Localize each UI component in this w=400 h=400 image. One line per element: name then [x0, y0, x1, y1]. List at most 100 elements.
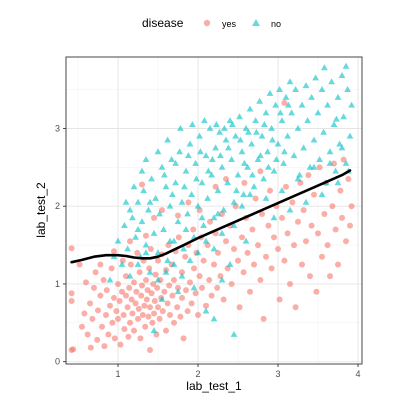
data-point-no	[106, 276, 114, 283]
data-point-no	[261, 121, 268, 128]
data-point-yes	[239, 234, 245, 241]
data-point-yes	[81, 310, 88, 317]
data-point-yes	[126, 284, 133, 291]
data-point-yes	[319, 253, 325, 260]
data-point-yes	[141, 302, 148, 309]
data-point-no	[132, 233, 139, 240]
data-point-yes	[76, 261, 83, 268]
data-point-no	[294, 175, 302, 182]
data-point-no	[246, 105, 254, 112]
data-point-no	[162, 183, 170, 190]
data-point-no	[302, 198, 310, 205]
data-point-yes	[192, 290, 199, 297]
data-point-no	[300, 144, 307, 151]
x-axis: 1 2 3 4	[115, 364, 361, 379]
data-point-yes	[223, 238, 229, 245]
data-point-no	[236, 113, 243, 120]
data-point-yes	[241, 179, 248, 186]
data-point-yes	[327, 273, 333, 280]
data-point-yes	[236, 304, 243, 311]
data-point-no	[249, 171, 256, 178]
data-point-yes	[143, 296, 150, 303]
data-point-no	[126, 206, 134, 213]
data-point-yes	[68, 290, 75, 297]
data-point-yes	[329, 203, 336, 210]
data-point-yes	[265, 222, 272, 229]
data-point-no	[274, 140, 282, 147]
data-point-no	[154, 148, 162, 155]
data-point-yes	[156, 315, 163, 322]
data-point-yes	[134, 249, 141, 256]
data-point-no	[138, 167, 146, 174]
data-point-no	[302, 82, 310, 89]
data-point-yes	[127, 238, 133, 245]
data-point-yes	[87, 344, 94, 351]
data-point-yes	[129, 310, 136, 317]
data-point-no	[240, 190, 247, 197]
data-point-yes	[91, 284, 97, 291]
data-point-no	[218, 229, 226, 236]
data-point-yes	[138, 292, 145, 299]
data-point-no	[234, 171, 242, 178]
data-point-yes	[268, 265, 275, 272]
data-point-yes	[94, 336, 101, 343]
data-point-no	[324, 101, 331, 108]
data-point-yes	[143, 277, 149, 284]
data-point-yes	[191, 265, 197, 272]
data-point-yes	[200, 257, 207, 264]
data-point-no	[185, 152, 192, 159]
data-point-no	[318, 86, 326, 93]
data-point-yes	[143, 232, 149, 239]
data-point-no	[244, 163, 251, 170]
data-point-no	[326, 148, 334, 155]
data-point-yes	[139, 282, 145, 289]
data-point-no	[170, 260, 178, 267]
data-point-yes	[303, 238, 309, 245]
data-point-no	[288, 109, 295, 116]
data-point-no	[129, 214, 136, 221]
data-point-yes	[182, 253, 189, 260]
data-point-yes	[154, 284, 161, 291]
data-point-yes	[283, 183, 289, 190]
data-point-yes	[257, 168, 264, 175]
data-point-yes	[148, 290, 155, 297]
data-point-yes	[127, 319, 133, 326]
data-point-no	[248, 140, 255, 147]
data-point-no	[150, 326, 158, 333]
data-point-no	[253, 128, 260, 135]
data-point-no	[222, 136, 230, 143]
data-point-yes	[68, 245, 75, 252]
data-point-no	[189, 121, 196, 128]
data-point-yes	[155, 304, 161, 311]
data-point-no	[238, 148, 246, 155]
data-point-no	[230, 330, 238, 337]
data-point-yes	[151, 310, 157, 317]
data-point-no	[262, 109, 270, 116]
data-point-yes	[111, 335, 118, 342]
data-point-no	[226, 260, 234, 267]
data-point-yes	[187, 279, 193, 286]
legend-label-no: no	[271, 19, 281, 29]
data-point-no	[326, 159, 334, 166]
data-point-yes	[251, 261, 257, 268]
data-point-no	[177, 124, 184, 131]
y-tick-label: 3	[55, 124, 60, 134]
data-point-no	[230, 222, 238, 229]
data-point-no	[176, 148, 183, 155]
data-point-yes	[95, 307, 101, 314]
data-point-no	[230, 198, 238, 205]
y-tick-label: 1	[55, 279, 60, 289]
data-point-yes	[284, 230, 291, 237]
data-point-yes	[177, 313, 184, 320]
x-tick-label: 3	[275, 369, 280, 379]
data-point-no	[265, 163, 272, 170]
data-point-no	[290, 152, 298, 159]
smooth-trend-line	[70, 169, 352, 264]
data-point-no	[210, 214, 218, 221]
data-point-no	[270, 214, 278, 221]
data-point-no	[238, 202, 246, 209]
y-axis-title: lab_test_2	[34, 182, 48, 238]
data-point-yes	[305, 172, 312, 179]
data-point-yes	[155, 257, 161, 264]
data-point-no	[276, 86, 283, 93]
